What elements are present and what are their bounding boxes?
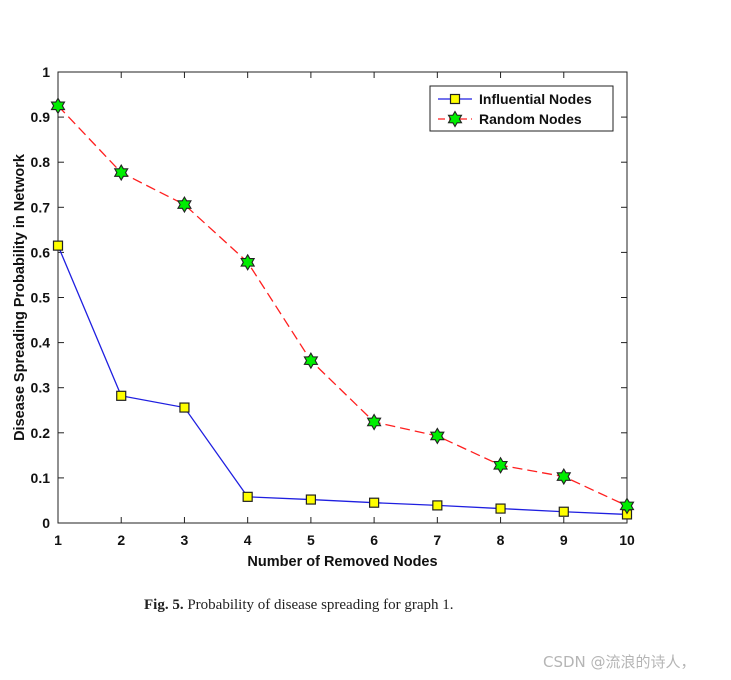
- legend-marker-influential-nodes: [449, 93, 461, 105]
- watermark: CSDN @流浪的诗人，: [543, 653, 696, 671]
- series-line-random-nodes: [57, 105, 628, 507]
- x-tick-label: 7: [433, 532, 441, 548]
- x-tick-label: 1: [54, 532, 62, 548]
- data-point-influential-nodes: [179, 402, 190, 413]
- y-tick-label: 0.1: [31, 470, 51, 486]
- data-point-random-nodes: [50, 97, 66, 115]
- data-point-random-nodes: [619, 497, 635, 515]
- y-axis-title: Disease Spreading Probability in Network: [12, 153, 28, 441]
- series-random-nodes: [50, 97, 635, 515]
- y-tick-label: 0.4: [31, 335, 51, 351]
- data-point-random-nodes: [113, 163, 129, 182]
- x-tick-label: 10: [619, 532, 635, 548]
- y-tick-label: 0.7: [31, 199, 51, 215]
- data-point-random-nodes: [240, 253, 256, 271]
- y-tick-label: 0.8: [31, 154, 51, 170]
- data-point-influential-nodes: [52, 240, 64, 251]
- data-point-random-nodes: [493, 456, 508, 474]
- x-tick-label: 9: [560, 532, 568, 548]
- x-axis-title: Number of Removed Nodes: [247, 554, 437, 570]
- data-point-random-nodes: [366, 413, 382, 431]
- plot-frame: [57, 71, 628, 524]
- data-point-influential-nodes: [558, 506, 569, 517]
- data-point-random-nodes: [177, 195, 192, 214]
- data-point-influential-nodes: [305, 494, 316, 505]
- caption-text: Probability of disease spreading for gra…: [183, 597, 454, 613]
- data-point-random-nodes: [429, 427, 445, 445]
- legend-label-influential-nodes: Influential Nodes: [479, 91, 592, 107]
- y-tick-label: 0: [42, 515, 50, 531]
- y-tick-label: 0.6: [31, 244, 51, 260]
- data-point-influential-nodes: [369, 497, 380, 508]
- x-tick-label: 6: [370, 532, 378, 548]
- y-tick-label: 0.5: [31, 290, 51, 306]
- figure-caption: Fig. 5. Probability of disease spreading…: [144, 597, 454, 614]
- data-point-influential-nodes: [432, 500, 443, 511]
- x-tick-label: 2: [117, 532, 125, 548]
- legend-label-random-nodes: Random Nodes: [479, 111, 582, 127]
- y-tick-label: 0.9: [31, 109, 51, 125]
- series-line-influential-nodes: [57, 245, 628, 516]
- legend: Influential Nodes Random Nodes: [429, 85, 614, 132]
- data-point-random-nodes: [556, 467, 572, 486]
- legend-marker-random-nodes: [447, 110, 463, 128]
- plot-axes: 1 2 3 4 5 6 7 8 9 10 0 0.1 0.2 0.3 0.4 0.5 0.6 0.7 0.8 0.9 1: [31, 64, 635, 548]
- data-point-random-nodes: [303, 352, 319, 370]
- y-tick-label: 0.2: [31, 425, 51, 441]
- y-tick-label: 0.3: [31, 380, 51, 396]
- data-point-influential-nodes: [242, 491, 253, 502]
- data-point-influential-nodes: [495, 503, 506, 514]
- legend-box: [429, 85, 614, 132]
- data-point-influential-nodes: [116, 390, 127, 401]
- caption-label: Fig. 5.: [144, 597, 184, 613]
- x-tick-label: 5: [307, 532, 315, 548]
- x-tick-label: 8: [497, 532, 505, 548]
- x-tick-label: 3: [181, 532, 189, 548]
- y-tick-label: 1: [42, 64, 50, 80]
- series-layer: [50, 97, 635, 520]
- x-tick-label: 4: [244, 532, 252, 548]
